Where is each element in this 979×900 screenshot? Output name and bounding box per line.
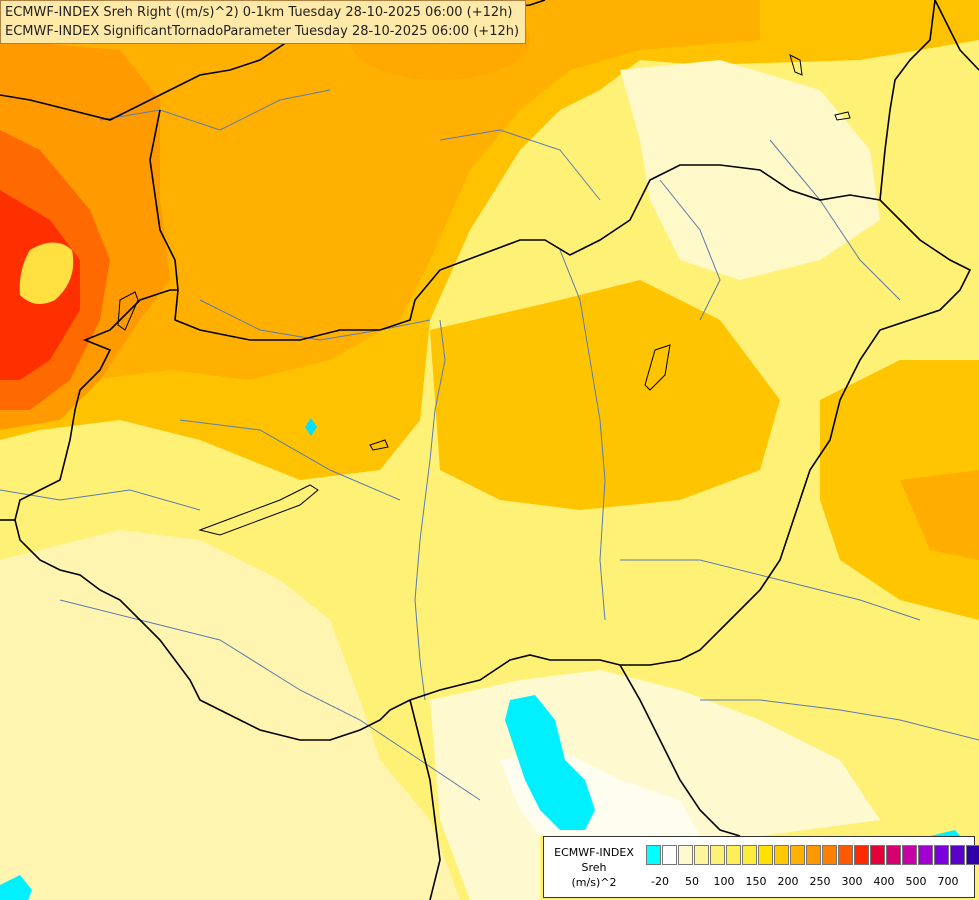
legend-tick-label: 50 — [685, 875, 699, 888]
map-title-box: ECMWF-INDEX Sreh Right ((m/s)^2) 0-1km T… — [0, 0, 527, 44]
river-6 — [179, 419, 401, 501]
legend-ticks: -20 50 100 150 200 250 300 400 500 700 — [644, 875, 974, 891]
legend-tick-label: 700 — [937, 875, 959, 888]
legend-label-line-2: Sreh — [581, 861, 607, 874]
legend-tick-label: 100 — [713, 875, 735, 888]
lake-small-2 — [644, 344, 671, 391]
legend-swatch — [758, 845, 773, 865]
cyan-patch-corner — [0, 875, 32, 900]
legend-swatch — [726, 845, 741, 865]
east-orange-zone — [820, 360, 979, 620]
lake-small-1 — [369, 439, 389, 451]
yellow-spot — [19, 242, 74, 304]
legend-tick-label: 250 — [809, 875, 831, 888]
legend-label: ECMWF-INDEX Sreh (m/s)^2 — [548, 845, 640, 890]
legend-swatch — [710, 845, 725, 865]
river-1 — [414, 319, 446, 701]
orange-blob-mid — [300, 230, 420, 290]
rivers — [0, 89, 979, 801]
legend-swatch — [966, 845, 979, 865]
river-11 — [439, 129, 601, 201]
cyan-patch-south — [505, 695, 595, 830]
legend-swatches — [646, 845, 979, 865]
river-5 — [199, 299, 431, 341]
lake-small-3 — [117, 291, 139, 331]
legend-tick-label: -20 — [651, 875, 669, 888]
cyan-diamond — [305, 418, 317, 436]
legend-tick-label: 500 — [905, 875, 927, 888]
legend-swatch — [886, 845, 901, 865]
legend-swatch — [790, 845, 805, 865]
legend-swatch — [838, 845, 853, 865]
legend-swatch — [950, 845, 965, 865]
legend-swatch — [678, 845, 693, 865]
border-south — [409, 699, 441, 900]
legend-swatch — [694, 845, 709, 865]
lake-balaton — [198, 484, 319, 536]
river-3 — [659, 179, 721, 321]
title-line-1: ECMWF-INDEX Sreh Right ((m/s)^2) 0-1km T… — [5, 5, 513, 20]
border-north-2 — [149, 109, 881, 341]
river-12 — [769, 139, 901, 301]
lake-small-4 — [789, 54, 803, 76]
east-dark-orange — [900, 470, 979, 560]
border-south-2 — [619, 664, 741, 837]
legend-label-line-1: ECMWF-INDEX — [554, 846, 634, 859]
legend-tick-label: 400 — [873, 875, 895, 888]
legend-tick-label: 150 — [745, 875, 767, 888]
legend-swatch — [662, 845, 677, 865]
legend-swatch — [918, 845, 933, 865]
lakes — [117, 54, 851, 536]
border-east — [14, 199, 972, 741]
river-10 — [700, 699, 979, 741]
light-orange-zone — [0, 0, 760, 380]
legend-swatch — [822, 845, 837, 865]
legend-swatch — [806, 845, 821, 865]
river-2 — [559, 249, 606, 621]
legend-swatch — [854, 845, 869, 865]
legend-tick-label: 300 — [841, 875, 863, 888]
legend-swatch — [934, 845, 949, 865]
legend-swatch — [774, 845, 789, 865]
legend-swatch — [646, 845, 661, 865]
pale-zone-northeast — [620, 60, 880, 280]
cyan-patch-east — [930, 830, 960, 836]
legend-label-line-3: (m/s)^2 — [571, 876, 617, 889]
river-9 — [620, 559, 921, 621]
legend-swatch — [902, 845, 917, 865]
center-orange-band — [430, 280, 780, 510]
border-east-top — [934, 0, 979, 71]
legend-swatch — [870, 845, 885, 865]
river-4 — [99, 89, 331, 131]
legend-tick-label: 200 — [777, 875, 799, 888]
border-northeast — [879, 0, 936, 201]
lake-small-5 — [834, 111, 851, 121]
title-line-2: ECMWF-INDEX SignificantTornadoParameter … — [5, 24, 520, 39]
legend-swatch — [742, 845, 757, 865]
color-legend: ECMWF-INDEX Sreh (m/s)^2 -20 50 100 150 200 2… — [543, 836, 979, 898]
